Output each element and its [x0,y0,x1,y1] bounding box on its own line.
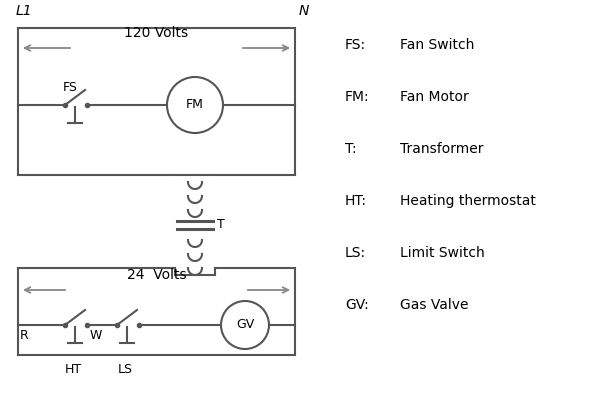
Text: T:: T: [345,142,356,156]
Text: 24  Volts: 24 Volts [127,268,186,282]
Text: L1: L1 [16,4,32,18]
Text: Heating thermostat: Heating thermostat [400,194,536,208]
Text: LS:: LS: [345,246,366,260]
Text: N: N [299,4,309,18]
Text: Fan Motor: Fan Motor [400,90,468,104]
Text: Limit Switch: Limit Switch [400,246,485,260]
Text: HT:: HT: [345,194,367,208]
Text: 120 Volts: 120 Volts [124,26,189,40]
Text: GV:: GV: [345,298,369,312]
Text: T: T [217,218,225,232]
Text: GV: GV [236,318,254,332]
Text: R: R [20,329,29,342]
Text: LS: LS [117,363,133,376]
Text: HT: HT [64,363,81,376]
Text: Transformer: Transformer [400,142,483,156]
Text: FM: FM [186,98,204,112]
Text: W: W [90,329,103,342]
Text: FM:: FM: [345,90,369,104]
Text: FS: FS [63,81,78,94]
Text: FS:: FS: [345,38,366,52]
Text: Gas Valve: Gas Valve [400,298,468,312]
Text: Fan Switch: Fan Switch [400,38,474,52]
